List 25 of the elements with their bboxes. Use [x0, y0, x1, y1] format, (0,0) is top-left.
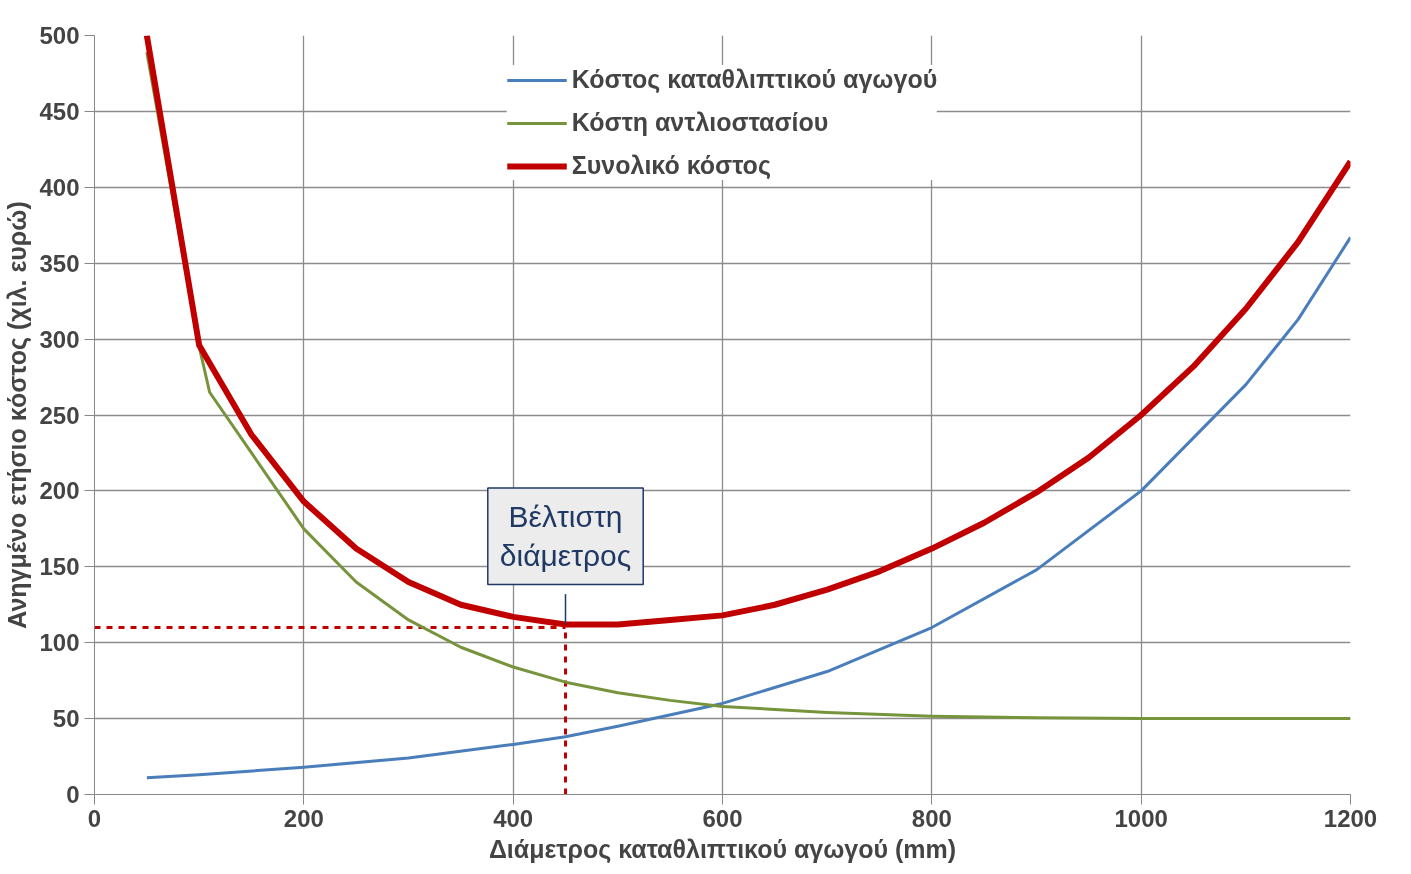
- x-tick-label: 1200: [1323, 804, 1378, 832]
- x-tick-label: 200: [283, 804, 324, 832]
- legend-label: Κόστος καταθλιπτικού αγωγού: [571, 65, 938, 94]
- x-tick-label: 0: [87, 804, 102, 832]
- legend-label: Συνολικό κόστος: [571, 151, 771, 180]
- y-tick-label: 250: [39, 401, 80, 429]
- y-tick-label: 50: [52, 705, 80, 733]
- y-tick-label: 450: [39, 97, 80, 125]
- x-tick-label: 400: [493, 804, 534, 832]
- x-tick-label: 600: [702, 804, 743, 832]
- legend-label: Κόστη αντλιοστασίου: [571, 108, 829, 137]
- y-tick-label: 100: [39, 629, 80, 657]
- y-tick-label: 400: [39, 173, 80, 201]
- y-tick-label: 300: [39, 325, 80, 353]
- y-tick-label: 350: [39, 249, 80, 277]
- y-tick-label: 150: [39, 553, 80, 581]
- y-tick-label: 500: [39, 22, 80, 49]
- y-tick-label: 0: [66, 781, 80, 808]
- y-tick-label: 200: [39, 477, 80, 505]
- annotation: Βέλτιστη διάμετρος: [499, 499, 632, 573]
- x-tick-label: 800: [911, 804, 952, 832]
- x-tick-label: 1000: [1114, 804, 1168, 832]
- x-axis-title: Διάμετρος καταθλιπτικού αγωγού (mm): [488, 834, 957, 864]
- y-axis-title: Ανηγμένο ετήσιο κόστος (χιλ. ευρώ): [3, 201, 33, 629]
- line-series: [145, 235, 1351, 780]
